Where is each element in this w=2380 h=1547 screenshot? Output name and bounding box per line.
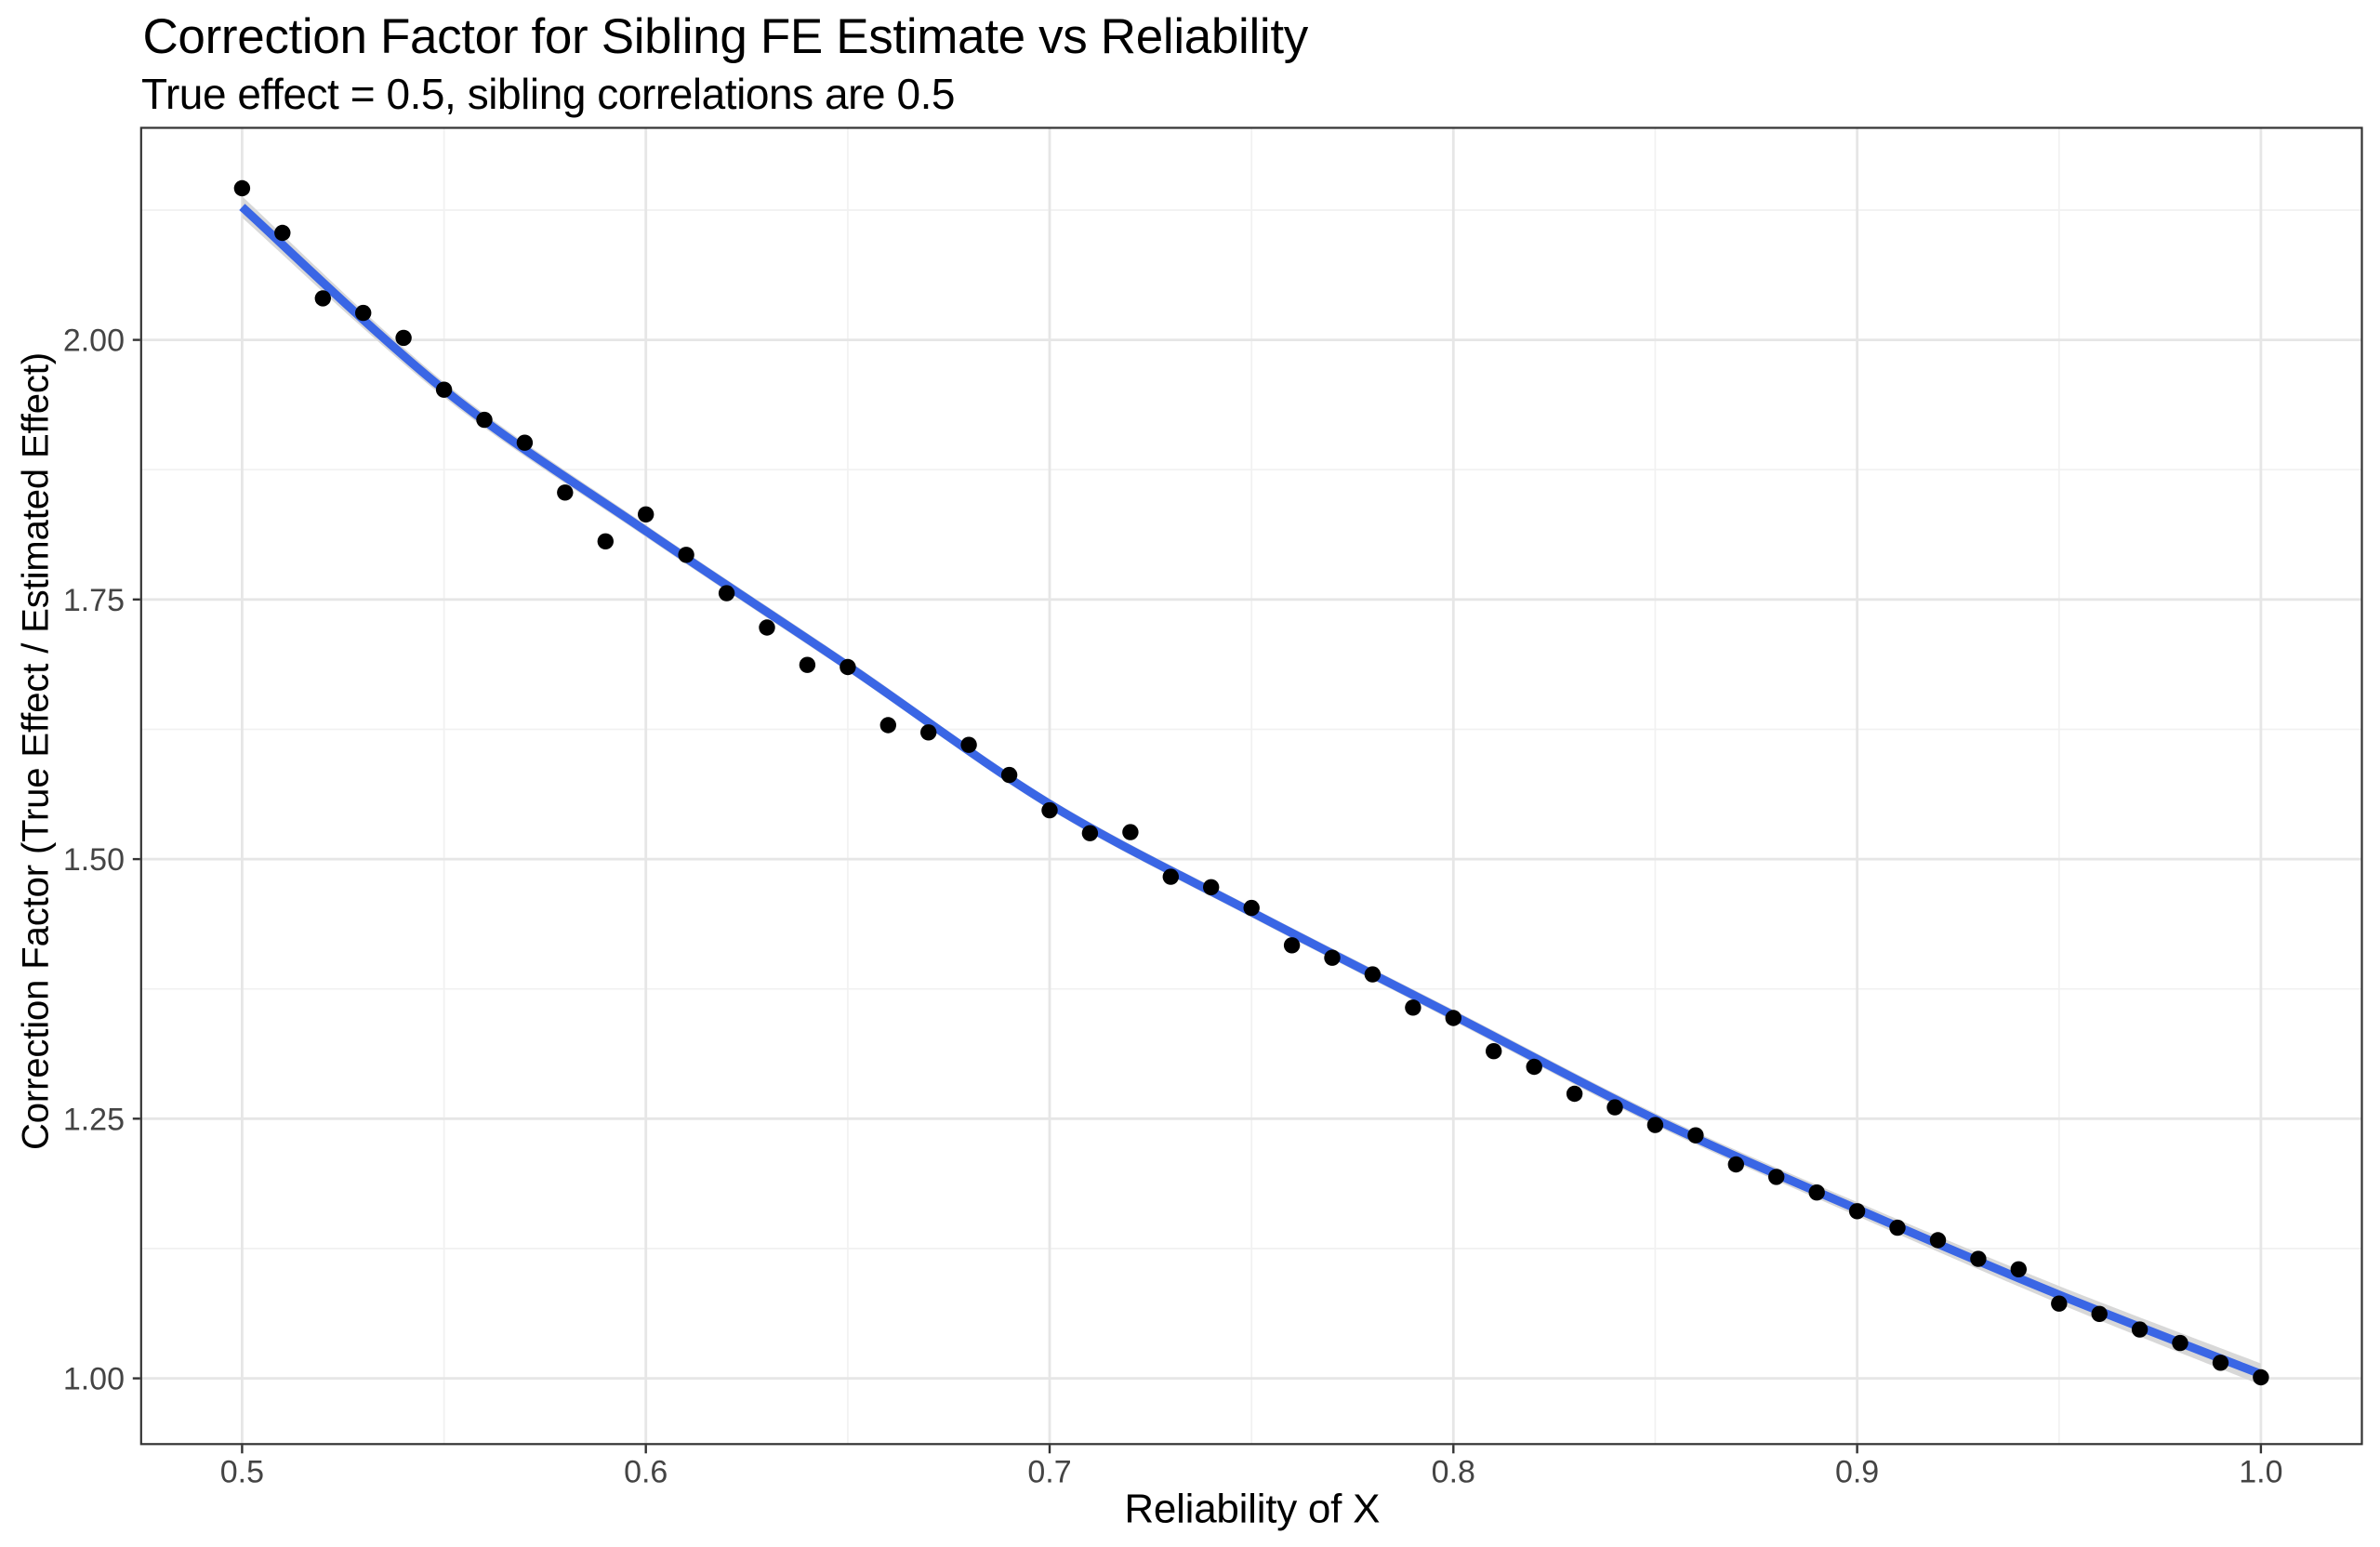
svg-text:1.0: 1.0 xyxy=(2239,1455,2282,1490)
svg-text:True effect = 0.5, sibling cor: True effect = 0.5, sibling correlations … xyxy=(141,70,955,118)
svg-text:0.5: 0.5 xyxy=(220,1455,264,1490)
svg-text:1.00: 1.00 xyxy=(63,1362,125,1397)
svg-text:Correction Factor for Sibling: Correction Factor for Sibling FE Estimat… xyxy=(143,9,1309,64)
svg-text:1.50: 1.50 xyxy=(63,842,125,878)
svg-text:Reliability of X: Reliability of X xyxy=(1124,1486,1380,1531)
svg-text:2.00: 2.00 xyxy=(63,324,125,359)
svg-text:0.9: 0.9 xyxy=(1835,1455,1879,1490)
svg-text:0.6: 0.6 xyxy=(624,1455,668,1490)
svg-text:0.8: 0.8 xyxy=(1432,1455,1475,1490)
svg-text:Correction Factor (True Effect: Correction Factor (True Effect / Estimat… xyxy=(16,352,57,1150)
svg-text:0.7: 0.7 xyxy=(1027,1455,1071,1490)
svg-text:1.75: 1.75 xyxy=(63,583,125,618)
svg-text:1.25: 1.25 xyxy=(63,1102,125,1137)
